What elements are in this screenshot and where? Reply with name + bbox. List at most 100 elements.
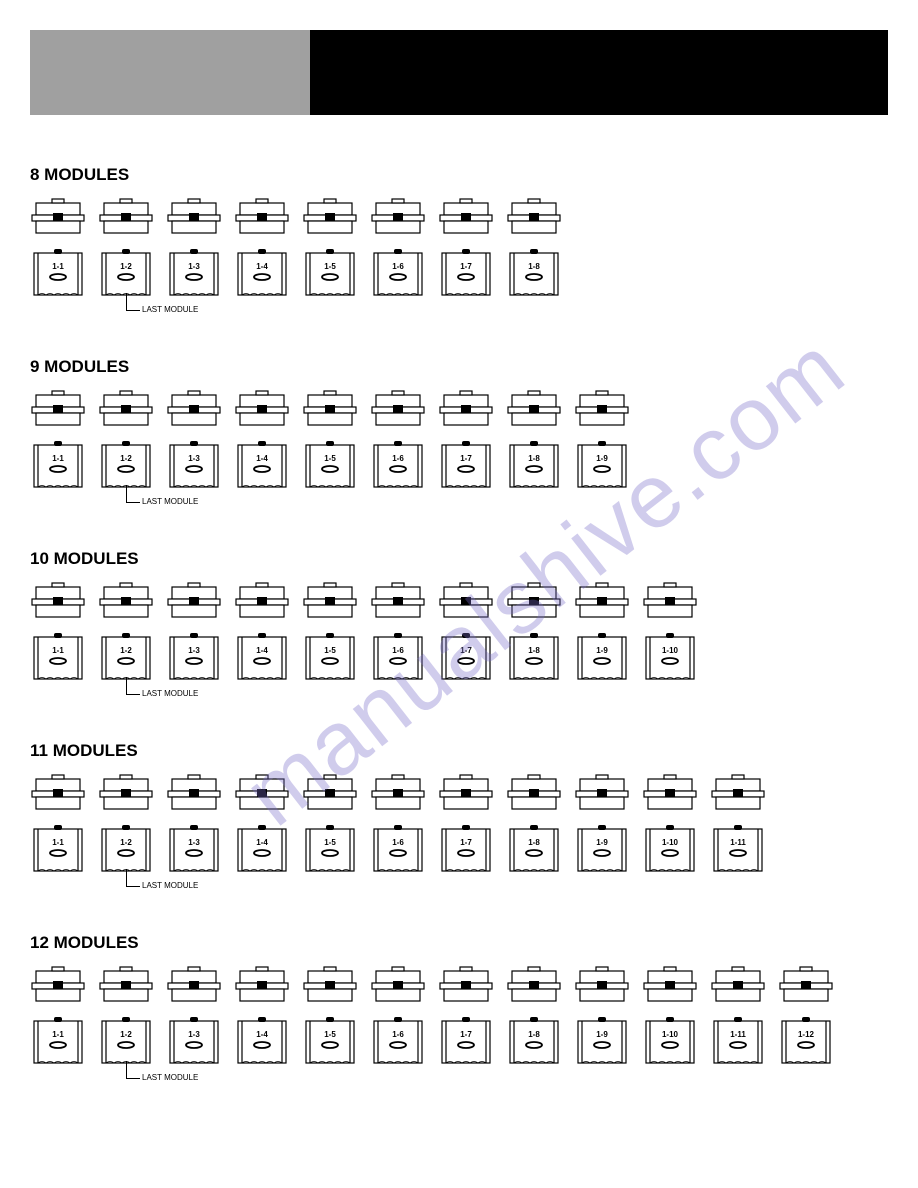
top-module-icon: [166, 197, 222, 235]
module-label: 1-1: [30, 454, 86, 463]
module-label: 1-6: [370, 838, 426, 847]
bottom-module-icon: 1-11: [710, 1015, 766, 1065]
bottom-module-icon: 1-2: [98, 823, 154, 873]
bottom-module-row: 1-1 1-2 1-3 1-4 1-5 1-6: [30, 247, 888, 297]
top-module-icon: [506, 965, 562, 1003]
module-label: 1-5: [302, 646, 358, 655]
module-label: 1-8: [506, 1030, 562, 1039]
bottom-module-icon: 1-8: [506, 439, 562, 489]
bottom-module-icon: 1-3: [166, 631, 222, 681]
module-label: 1-3: [166, 262, 222, 271]
module-label: 1-2: [98, 454, 154, 463]
module-label: 1-4: [234, 838, 290, 847]
top-module-icon: [30, 773, 86, 811]
top-module-icon: [234, 773, 290, 811]
module-label: 1-8: [506, 838, 562, 847]
top-module-icon: [438, 773, 494, 811]
bottom-module-icon: 1-1: [30, 439, 86, 489]
module-label: 1-9: [574, 646, 630, 655]
last-module-callout: LAST MODULE: [30, 683, 888, 701]
module-label: 1-8: [506, 454, 562, 463]
top-module-icon: [98, 773, 154, 811]
section-title: 10 MODULES: [30, 549, 888, 569]
section-title: 12 MODULES: [30, 933, 888, 953]
bottom-module-icon: 1-3: [166, 1015, 222, 1065]
bottom-module-icon: 1-8: [506, 247, 562, 297]
module-label: 1-3: [166, 454, 222, 463]
bottom-module-icon: 1-7: [438, 439, 494, 489]
top-module-icon: [234, 581, 290, 619]
module-label: 1-6: [370, 454, 426, 463]
top-module-icon: [574, 965, 630, 1003]
module-label: 1-5: [302, 838, 358, 847]
section-title: 11 MODULES: [30, 741, 888, 761]
module-label: 1-5: [302, 262, 358, 271]
module-label: 1-1: [30, 838, 86, 847]
bottom-module-icon: 1-3: [166, 823, 222, 873]
module-label: 1-7: [438, 1030, 494, 1039]
callout-label: LAST MODULE: [142, 881, 198, 890]
bottom-module-icon: 1-4: [234, 823, 290, 873]
module-label: 1-1: [30, 646, 86, 655]
module-section: 8 MODULES: [30, 165, 888, 317]
bottom-module-icon: 1-7: [438, 823, 494, 873]
bottom-module-icon: 1-6: [370, 823, 426, 873]
top-module-icon: [166, 773, 222, 811]
top-module-row: [30, 389, 888, 427]
callout-label: LAST MODULE: [142, 1073, 198, 1082]
module-label: 1-3: [166, 838, 222, 847]
bottom-module-icon: 1-4: [234, 439, 290, 489]
bottom-module-icon: 1-2: [98, 631, 154, 681]
bottom-module-icon: 1-10: [642, 1015, 698, 1065]
bottom-module-icon: 1-3: [166, 439, 222, 489]
last-module-callout: LAST MODULE: [30, 875, 888, 893]
module-label: 1-6: [370, 646, 426, 655]
top-module-icon: [370, 773, 426, 811]
bottom-module-icon: 1-11: [710, 823, 766, 873]
bottom-module-icon: 1-1: [30, 823, 86, 873]
top-module-icon: [302, 389, 358, 427]
top-module-icon: [370, 965, 426, 1003]
bottom-module-icon: 1-4: [234, 247, 290, 297]
top-module-icon: [438, 197, 494, 235]
bottom-module-icon: 1-1: [30, 1015, 86, 1065]
module-label: 1-2: [98, 838, 154, 847]
top-module-icon: [642, 773, 698, 811]
top-module-icon: [370, 581, 426, 619]
callout-line: [126, 1061, 140, 1079]
module-label: 1-5: [302, 454, 358, 463]
top-module-icon: [302, 581, 358, 619]
callout-label: LAST MODULE: [142, 305, 198, 314]
top-module-icon: [302, 965, 358, 1003]
module-label: 1-1: [30, 262, 86, 271]
module-label: 1-11: [710, 838, 766, 847]
bottom-module-icon: 1-9: [574, 631, 630, 681]
module-section: 11 MODULES: [30, 741, 888, 893]
module-label: 1-4: [234, 454, 290, 463]
top-module-icon: [30, 581, 86, 619]
callout-line: [126, 677, 140, 695]
top-module-row: [30, 773, 888, 811]
module-label: 1-2: [98, 262, 154, 271]
bottom-module-icon: 1-10: [642, 823, 698, 873]
top-module-icon: [98, 965, 154, 1003]
module-label: 1-10: [642, 838, 698, 847]
module-label: 1-11: [710, 1030, 766, 1039]
top-module-icon: [778, 965, 834, 1003]
bottom-module-icon: 1-1: [30, 247, 86, 297]
bottom-module-icon: 1-6: [370, 631, 426, 681]
last-module-callout: LAST MODULE: [30, 1067, 888, 1085]
callout-line: [126, 869, 140, 887]
module-label: 1-4: [234, 262, 290, 271]
header-left-block: [30, 30, 310, 115]
module-label: 1-9: [574, 454, 630, 463]
module-label: 1-6: [370, 1030, 426, 1039]
bottom-module-icon: 1-8: [506, 1015, 562, 1065]
bottom-module-icon: 1-8: [506, 823, 562, 873]
top-module-icon: [166, 965, 222, 1003]
bottom-module-icon: 1-1: [30, 631, 86, 681]
top-module-icon: [302, 773, 358, 811]
bottom-module-icon: 1-9: [574, 439, 630, 489]
top-module-icon: [574, 773, 630, 811]
bottom-module-icon: 1-3: [166, 247, 222, 297]
